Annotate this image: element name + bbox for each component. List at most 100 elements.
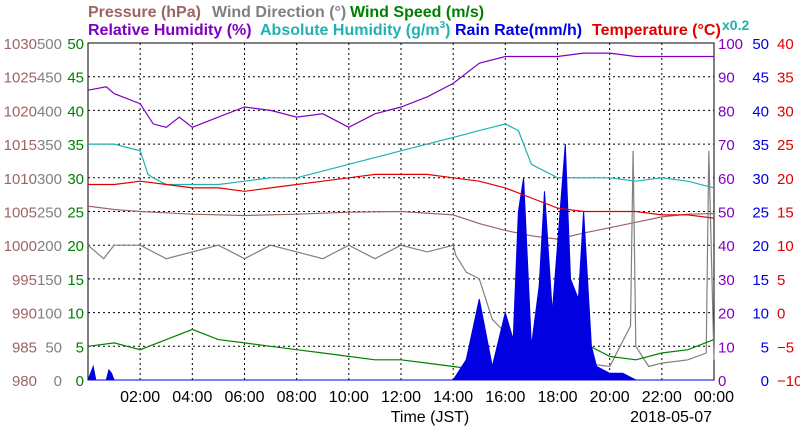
y-tick-label-relative-humidity: 80 — [718, 103, 735, 120]
y-tick-label-relative-humidity: 30 — [718, 272, 735, 289]
y-tick-label-wind-speed: 45 — [67, 70, 84, 87]
y-tick-label-temperature: 35 — [777, 70, 794, 87]
series-wind-direction — [87, 150, 715, 368]
y-tick-label-temperature: 20 — [777, 171, 794, 188]
y-tick-label-wind-speed: 0 — [76, 373, 84, 390]
y-tick-label-temperature: −10 — [777, 373, 800, 390]
y-tick-label-pressure: 995 — [12, 272, 37, 289]
y-tick-label-wind-speed: 35 — [67, 137, 84, 154]
y-tick-label-wind-direction: 400 — [37, 103, 62, 120]
y-tick-label-pressure: 1000 — [4, 238, 37, 255]
x-tick-label: 00:00 — [694, 389, 734, 406]
y-tick-label-rain-rate: 45 — [752, 70, 769, 87]
legend-relative-humidity: Relative Humidity (%) — [88, 22, 252, 39]
legend-abs-hum-prefix: Absolute Humidity (g/m — [260, 22, 440, 39]
legend-wind-speed: Wind Speed (m/s) — [350, 4, 484, 21]
y-tick-label-relative-humidity: 70 — [718, 137, 735, 154]
y-tick-label-rain-rate: 10 — [752, 306, 769, 323]
y-tick-label-relative-humidity: 0 — [718, 373, 726, 390]
legend-abs-hum-scale-note: x0.2 — [722, 17, 749, 33]
y-tick-label-wind-direction: 450 — [37, 70, 62, 87]
y-tick-label-pressure: 1025 — [4, 70, 37, 87]
x-tick-label: 02:00 — [120, 389, 160, 406]
y-tick-label-wind-direction: 250 — [37, 205, 62, 222]
x-tick-label: 14:00 — [433, 389, 473, 406]
x-axis: 02:00 04:00 06:00 08:00 10:00 12:00 14:00 16:00… — [120, 389, 734, 406]
legend-abs-hum-suffix: ) — [445, 22, 450, 39]
y-tick-label-pressure: 990 — [12, 306, 37, 323]
y-tick-label-temperature: −5 — [777, 339, 794, 356]
series-temperature-c — [88, 173, 715, 219]
x-axis-label: Time (JST) — [391, 409, 470, 426]
y-tick-label-relative-humidity: 50 — [718, 205, 735, 222]
y-tick-label-rain-rate: 5 — [761, 339, 769, 356]
series-wind-speed-m-s — [87, 328, 715, 371]
y-tick-label-wind-speed: 20 — [67, 238, 84, 255]
y-tick-label-relative-humidity: 20 — [718, 306, 735, 323]
y-tick-label-wind-direction: 50 — [45, 339, 62, 356]
x-tick-label: 08:00 — [277, 389, 317, 406]
x-tick-label: 20:00 — [590, 389, 630, 406]
legend-abs-hum-sup: 3 — [440, 20, 446, 31]
y-tick-label-temperature: 0 — [777, 306, 785, 323]
y-tick-label-relative-humidity: 60 — [718, 171, 735, 188]
y-tick-label-pressure: 1010 — [4, 171, 37, 188]
x-tick-label: 22:00 — [642, 389, 682, 406]
y-tick-label-wind-direction: 200 — [37, 238, 62, 255]
series-rain-rate-mm-h — [87, 144, 714, 381]
x-tick-label: 06:00 — [224, 389, 264, 406]
y-tick-label-relative-humidity: 40 — [718, 238, 735, 255]
legend-rain-rate: Rain Rate(mm/h) — [455, 22, 582, 39]
y-tick-label-rain-rate: 50 — [752, 36, 769, 53]
x-tick-label: 18:00 — [537, 389, 577, 406]
legend-temperature: Temperature (°C) — [592, 22, 721, 39]
y-tick-label-wind-speed: 10 — [67, 306, 84, 323]
y-tick-label-relative-humidity: 100 — [718, 36, 743, 53]
y-tick-label-wind-direction: 0 — [54, 373, 62, 390]
y-tick-label-temperature: 10 — [777, 238, 794, 255]
y-tick-label-relative-humidity: 90 — [718, 70, 735, 87]
y-tick-label-temperature: 30 — [777, 103, 794, 120]
y-tick-label-temperature: 25 — [777, 137, 794, 154]
y-tick-label-temperature: 15 — [777, 205, 794, 222]
series-relative-humidity — [87, 52, 714, 128]
y-tick-label-rain-rate: 35 — [752, 137, 769, 154]
y-tick-label-pressure: 1015 — [4, 137, 37, 154]
y-tick-label-wind-direction: 100 — [37, 306, 62, 323]
x-tick-label: 10:00 — [329, 389, 369, 406]
y-tick-label-rain-rate: 40 — [752, 103, 769, 120]
y-tick-label-wind-speed: 30 — [67, 171, 84, 188]
y-tick-label-rain-rate: 15 — [752, 272, 769, 289]
legend-wind-direction: Wind Direction (°) — [212, 4, 346, 21]
y-tick-label-wind-direction: 500 — [37, 36, 62, 53]
y-tick-label-temperature: 5 — [777, 272, 785, 289]
y-axes: 9809859909951000100510101015102010251030… — [4, 36, 800, 390]
date-label: 2018-05-07 — [630, 409, 712, 426]
y-tick-label-wind-speed: 15 — [67, 272, 84, 289]
y-tick-label-rain-rate: 0 — [761, 373, 769, 390]
legend-absolute-humidity: Absolute Humidity (g/m3) — [260, 20, 450, 39]
y-tick-label-pressure: 1005 — [4, 205, 37, 222]
y-tick-label-rain-rate: 20 — [752, 238, 769, 255]
y-tick-label-wind-speed: 5 — [76, 339, 84, 356]
y-tick-label-wind-speed: 50 — [67, 36, 84, 53]
x-tick-label: 04:00 — [172, 389, 212, 406]
x-tick-label: 16:00 — [485, 389, 525, 406]
y-tick-label-pressure: 985 — [12, 339, 37, 356]
y-tick-label-pressure: 1020 — [4, 103, 37, 120]
y-tick-label-pressure: 1030 — [4, 36, 37, 53]
legend: Pressure (hPa) Wind Direction (°) Wind S… — [88, 4, 749, 39]
y-tick-label-wind-speed: 25 — [67, 205, 84, 222]
series-absolute-humidity-g-m3 — [88, 123, 715, 189]
x-tick-label: 12:00 — [381, 389, 421, 406]
y-tick-label-rain-rate: 30 — [752, 171, 769, 188]
series-layer — [87, 52, 715, 381]
y-tick-label-wind-direction: 150 — [37, 272, 62, 289]
legend-pressure: Pressure (hPa) — [88, 4, 201, 21]
y-tick-label-relative-humidity: 10 — [718, 339, 735, 356]
y-tick-label-pressure: 980 — [12, 373, 37, 390]
y-tick-label-temperature: 40 — [777, 36, 794, 53]
y-tick-label-wind-speed: 40 — [67, 103, 84, 120]
y-tick-label-wind-direction: 350 — [37, 137, 62, 154]
